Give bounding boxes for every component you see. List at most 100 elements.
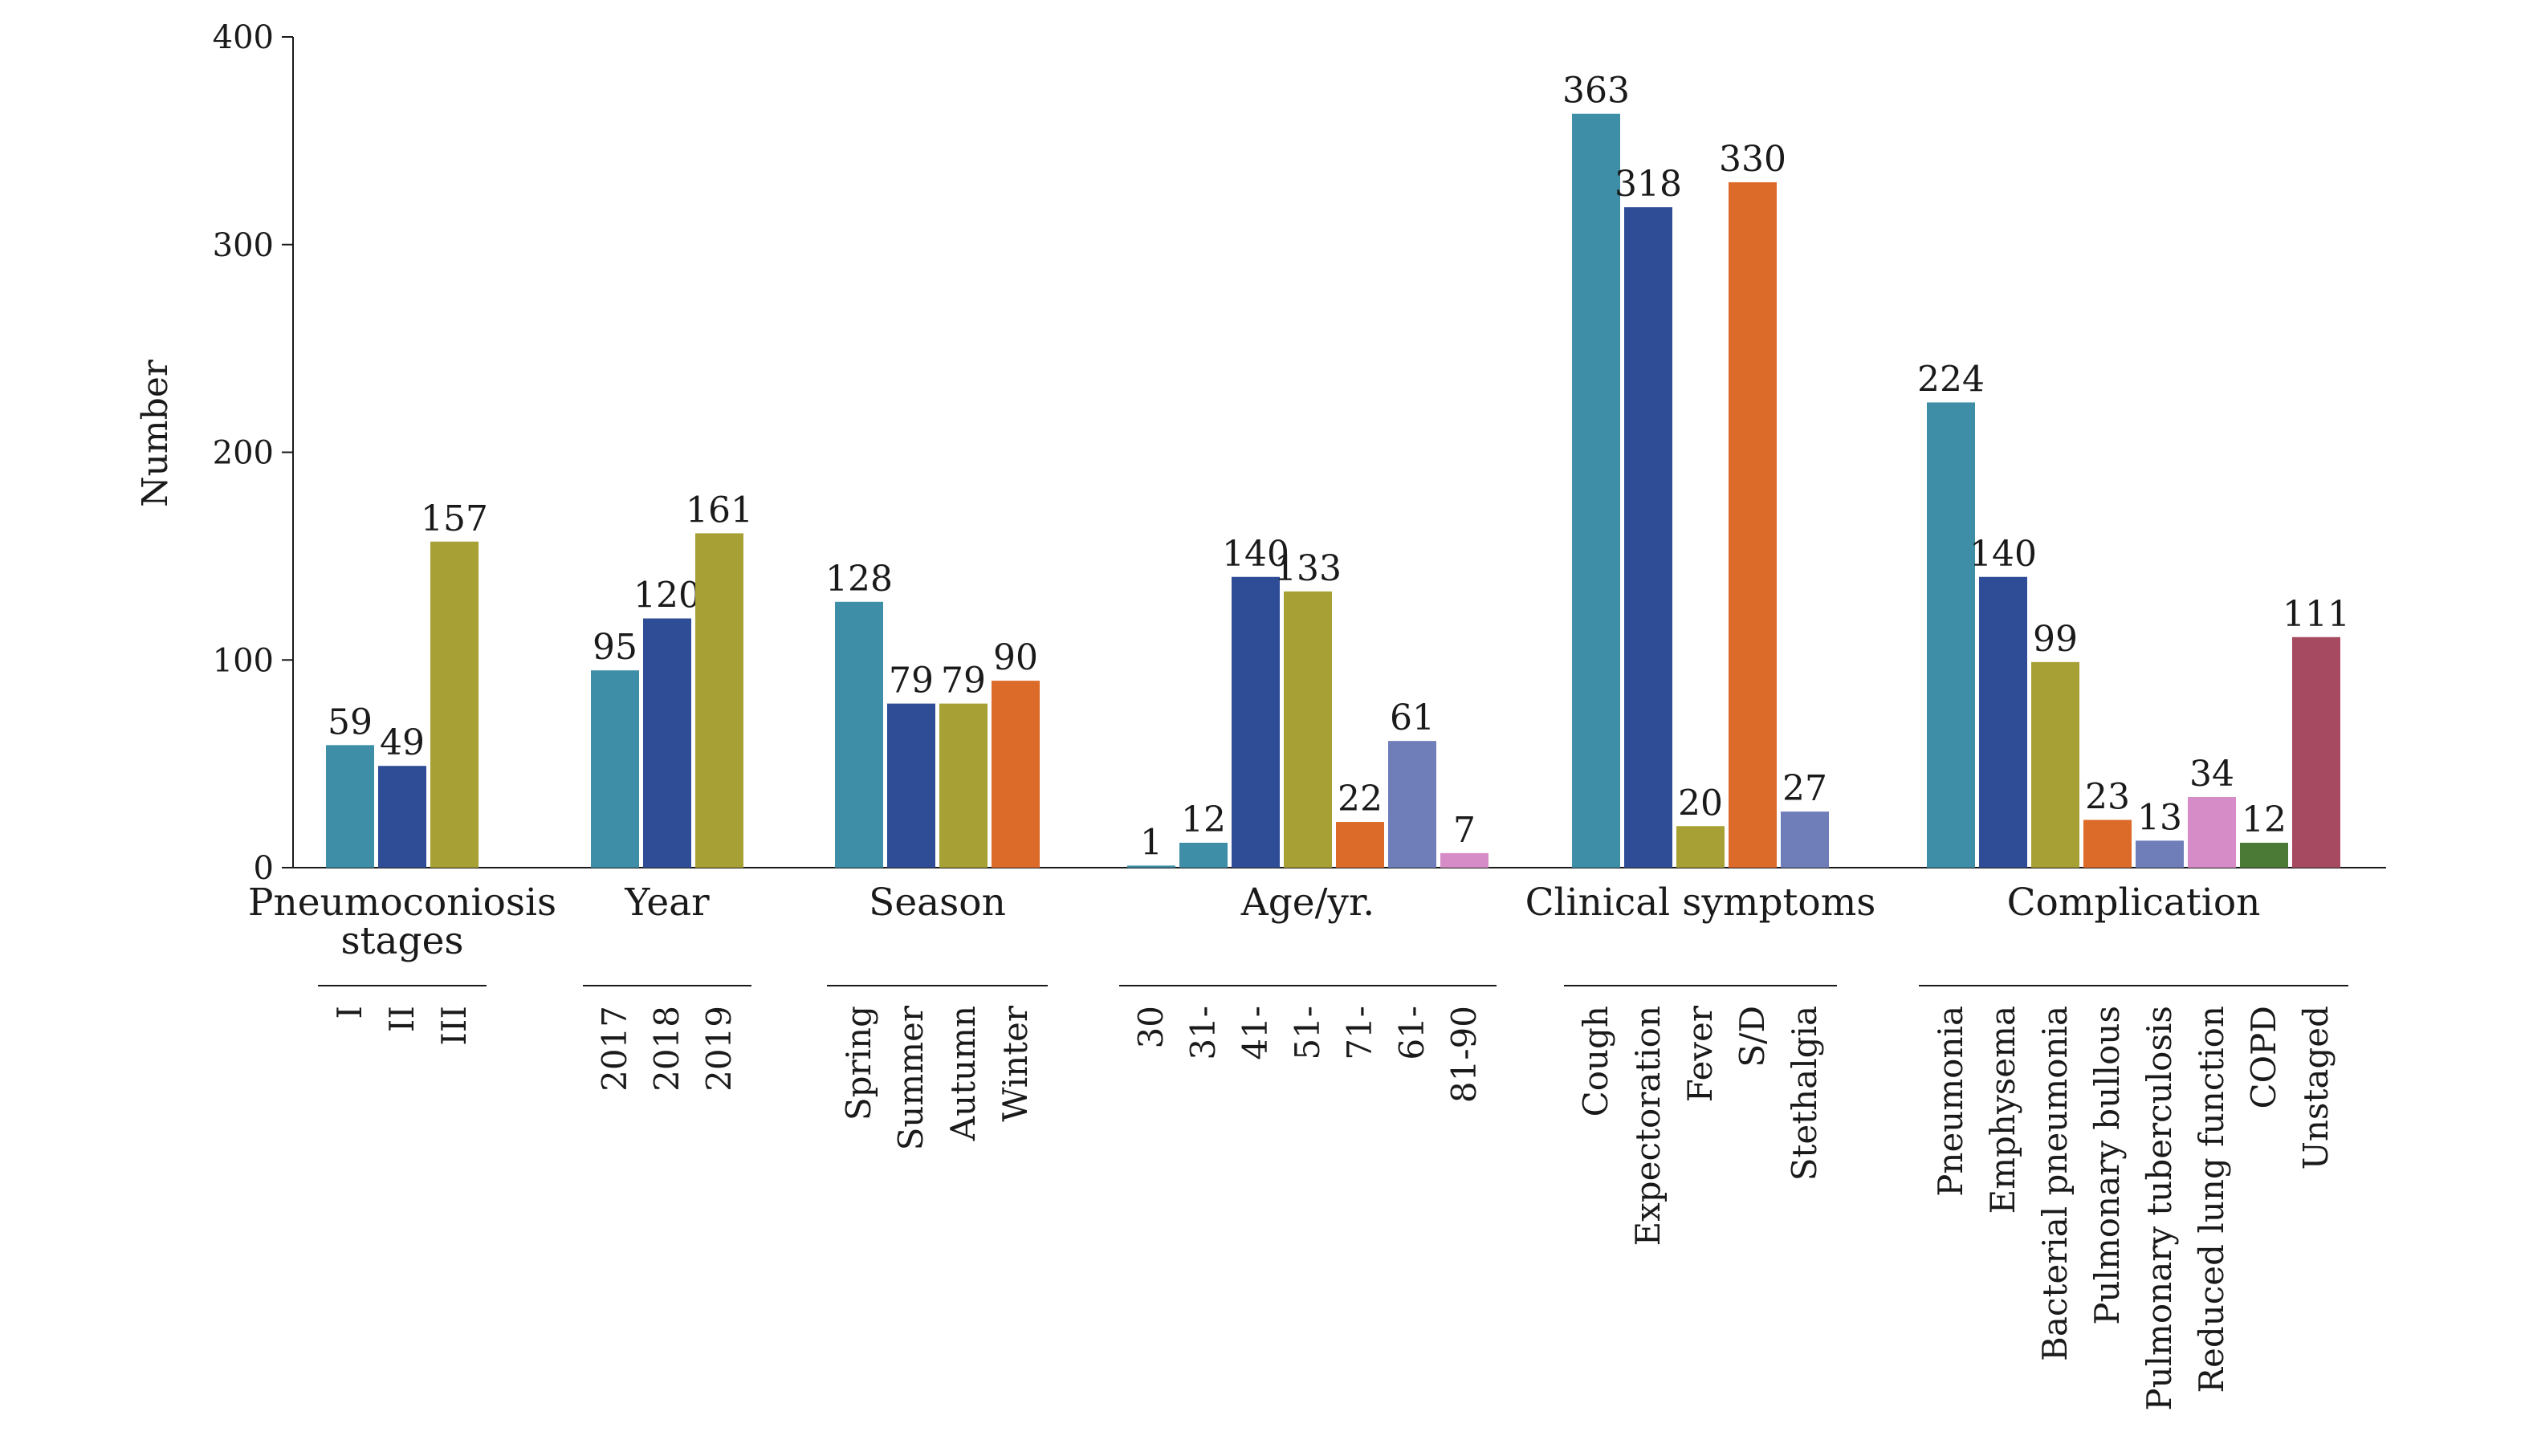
category-label: Pneumonia	[1931, 1006, 1970, 1197]
category-label: 81-90	[1444, 1006, 1484, 1103]
bar	[1979, 576, 2027, 868]
category-label: Summer	[891, 1005, 931, 1150]
group-label: Year	[624, 881, 710, 925]
category-label: 30	[1131, 1006, 1171, 1048]
category-label: 2017	[595, 1006, 634, 1092]
category-label: COPD	[2244, 1006, 2283, 1109]
y-axis-title: Number	[135, 359, 176, 507]
bar	[835, 601, 883, 868]
bar	[1781, 811, 1829, 868]
group-label: Age/yr.	[1240, 881, 1374, 925]
bar	[2136, 840, 2184, 868]
bar	[378, 766, 426, 868]
data-label: 330	[1719, 139, 1786, 180]
category-label: Expectoration	[1628, 1006, 1668, 1247]
category-label: Autumn	[943, 1006, 983, 1141]
data-label: 133	[1274, 548, 1342, 589]
category-label: III	[434, 1006, 474, 1046]
data-label: 27	[1782, 768, 1827, 809]
category-label: Cough	[1576, 1006, 1615, 1116]
bar	[992, 681, 1040, 868]
category-label: 51-	[1288, 1006, 1327, 1060]
data-label: 59	[328, 702, 373, 742]
data-label: 157	[421, 498, 488, 539]
data-label: 99	[2033, 619, 2078, 660]
group-label: Clinical symptoms	[1525, 881, 1876, 925]
y-tick-label: 300	[213, 227, 274, 264]
bar	[643, 618, 691, 868]
bar	[695, 533, 743, 868]
data-label: 12	[2242, 799, 2287, 840]
category-label: Stethalgia	[1785, 1006, 1824, 1181]
data-label: 140	[1222, 534, 1289, 575]
y-tick-label: 100	[213, 642, 274, 679]
bar	[2240, 842, 2288, 868]
category-label: Pulmonary bullous	[2087, 1006, 2127, 1325]
data-label: 95	[593, 627, 637, 668]
data-label: 111	[2283, 594, 2350, 635]
bar	[430, 541, 479, 868]
bar	[2188, 797, 2236, 868]
data-label: 13	[2137, 797, 2182, 838]
y-tick-label: 400	[213, 19, 274, 56]
data-label: 7	[1453, 810, 1476, 851]
bar	[1927, 402, 1975, 868]
bar	[1179, 842, 1228, 868]
bar	[591, 670, 639, 868]
data-label: 161	[686, 490, 753, 531]
bar	[887, 703, 935, 868]
bar	[1440, 852, 1488, 868]
data-label: 23	[2085, 776, 2130, 817]
data-label: 140	[1969, 534, 2037, 575]
data-label: 79	[889, 661, 934, 702]
category-label: I	[330, 1006, 369, 1019]
bar	[939, 703, 988, 868]
bar	[2031, 661, 2079, 868]
group-label: Pneumoconiosis stages	[248, 881, 556, 963]
category-label: II	[382, 1006, 422, 1032]
category-label: 31-	[1183, 1006, 1223, 1060]
data-label: 1	[1140, 822, 1163, 863]
bar	[2292, 636, 2340, 868]
y-tick-label: 200	[213, 435, 274, 472]
data-label: 49	[380, 722, 425, 763]
bar	[2083, 820, 2132, 868]
data-label: 22	[1338, 779, 1383, 820]
category-label: S/D	[1733, 1006, 1772, 1068]
data-label: 20	[1678, 783, 1723, 824]
data-label: 61	[1390, 697, 1435, 738]
category-label: 2018	[647, 1006, 686, 1092]
bar	[326, 745, 374, 868]
bar	[1676, 826, 1725, 868]
data-label: 12	[1181, 799, 1226, 840]
group-label: Complication	[2007, 881, 2261, 925]
category-label: Emphysema	[1983, 1006, 2022, 1214]
data-label: 90	[993, 637, 1038, 678]
category-label: Bacterial pneumonia	[2035, 1006, 2075, 1361]
bar	[1729, 182, 1777, 868]
bar	[1572, 113, 1620, 868]
group-label: Season	[869, 881, 1006, 925]
category-label: 61-	[1392, 1006, 1431, 1060]
category-label: 2019	[699, 1006, 739, 1092]
data-label: 128	[825, 559, 893, 600]
data-label: 34	[2189, 754, 2234, 795]
category-label: Fever	[1680, 1005, 1720, 1102]
data-label: 224	[1917, 359, 1985, 400]
bar	[1624, 207, 1672, 868]
category-label: Spring	[839, 1006, 878, 1120]
data-label: 363	[1562, 71, 1630, 112]
category-label: 41-	[1236, 1006, 1275, 1060]
category-label: 71-	[1340, 1006, 1379, 1060]
bar	[1336, 822, 1384, 868]
y-tick-label: 0	[254, 850, 274, 887]
bar	[1232, 576, 1280, 868]
bar	[1127, 865, 1175, 868]
category-label: Winter	[996, 1005, 1035, 1122]
data-label: 318	[1615, 164, 1682, 205]
category-label: Reduced lung function	[2192, 1006, 2231, 1393]
bar	[1284, 591, 1332, 868]
data-label: 120	[633, 575, 701, 616]
